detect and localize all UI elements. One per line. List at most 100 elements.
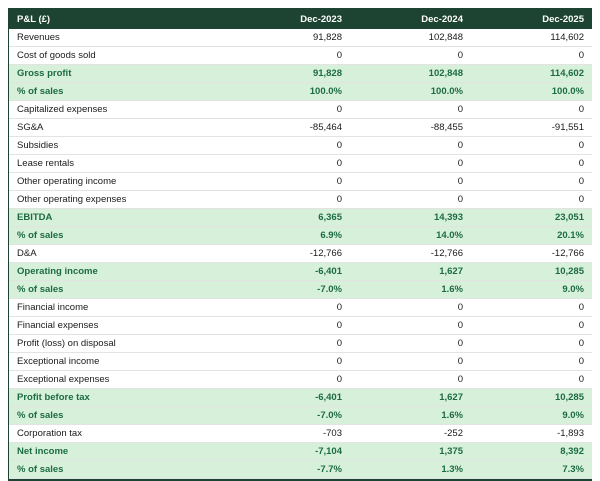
row-value: 9.0%: [471, 406, 592, 425]
profit-and-loss-table: P&L (£) Dec-2023 Dec-2024 Dec-2025 Reven…: [9, 9, 592, 479]
table-row: SG&A -85,464 -88,455 -91,551: [9, 118, 592, 137]
row-label: Capitalized expenses: [9, 100, 229, 119]
row-value: -12,766: [229, 244, 350, 263]
row-value: 102,848: [350, 29, 471, 47]
row-label: % of sales: [9, 460, 229, 479]
row-value: -7.0%: [229, 406, 350, 425]
row-value: -88,455: [350, 118, 471, 137]
table-header: P&L (£) Dec-2023 Dec-2024 Dec-2025: [9, 9, 592, 29]
row-value: 1.3%: [350, 460, 471, 479]
row-value: -7.0%: [229, 280, 350, 299]
row-value: 23,051: [471, 208, 592, 227]
row-label: SG&A: [9, 118, 229, 137]
column-header-dec-2024: Dec-2024: [350, 9, 471, 29]
row-value: 0: [229, 100, 350, 119]
row-value: 91,828: [229, 29, 350, 47]
row-label: Exceptional expenses: [9, 370, 229, 389]
row-value: 0: [229, 370, 350, 389]
row-label: % of sales: [9, 406, 229, 425]
row-value: 0: [350, 316, 471, 335]
row-value: 0: [350, 172, 471, 191]
row-value: -91,551: [471, 118, 592, 137]
row-value: 0: [350, 190, 471, 209]
row-value: 0: [471, 334, 592, 353]
row-label: Cost of goods sold: [9, 46, 229, 65]
row-value: 100.0%: [350, 82, 471, 101]
row-value: 1.6%: [350, 406, 471, 425]
row-value: -6,401: [229, 388, 350, 407]
table-row: D&A -12,766 -12,766 -12,766: [9, 244, 592, 263]
row-value: 0: [471, 352, 592, 371]
row-value: -703: [229, 424, 350, 443]
row-value: 0: [350, 352, 471, 371]
row-value: 114,602: [471, 29, 592, 47]
row-label: Subsidies: [9, 136, 229, 155]
row-value: 0: [350, 136, 471, 155]
table-row: Profit before tax -6,401 1,627 10,285: [9, 388, 592, 407]
table-row: % of sales -7.0% 1.6% 9.0%: [9, 406, 592, 425]
row-label: Financial expenses: [9, 316, 229, 335]
row-label: % of sales: [9, 82, 229, 101]
row-label: Corporation tax: [9, 424, 229, 443]
row-value: 14,393: [350, 208, 471, 227]
table-row: Corporation tax -703 -252 -1,893: [9, 424, 592, 443]
row-value: 1,627: [350, 388, 471, 407]
row-value: 0: [471, 316, 592, 335]
row-value: 6.9%: [229, 226, 350, 245]
table-row: Cost of goods sold 0 0 0: [9, 46, 592, 65]
row-label: Gross profit: [9, 64, 229, 83]
row-label: Operating income: [9, 262, 229, 281]
table-row: Gross profit 91,828 102,848 114,602: [9, 64, 592, 83]
column-header-dec-2025: Dec-2025: [471, 9, 592, 29]
row-label: Profit (loss) on disposal: [9, 334, 229, 353]
table-row: Financial income 0 0 0: [9, 298, 592, 317]
row-label: Profit before tax: [9, 388, 229, 407]
row-value: 0: [471, 298, 592, 317]
row-label: Other operating expenses: [9, 190, 229, 209]
row-value: 114,602: [471, 64, 592, 83]
table-row: Operating income -6,401 1,627 10,285: [9, 262, 592, 281]
row-value: -6,401: [229, 262, 350, 281]
row-value: 0: [229, 316, 350, 335]
row-value: 0: [471, 46, 592, 65]
row-label: % of sales: [9, 280, 229, 299]
table-row: Capitalized expenses 0 0 0: [9, 100, 592, 119]
table-row: % of sales -7.0% 1.6% 9.0%: [9, 280, 592, 299]
table-row: Exceptional expenses 0 0 0: [9, 370, 592, 389]
profit-and-loss-table-container: P&L (£) Dec-2023 Dec-2024 Dec-2025 Reven…: [8, 8, 592, 481]
row-value: 0: [471, 136, 592, 155]
row-value: -7.7%: [229, 460, 350, 479]
table-row: Financial expenses 0 0 0: [9, 316, 592, 335]
row-value: 9.0%: [471, 280, 592, 299]
table-row: Exceptional income 0 0 0: [9, 352, 592, 371]
column-header-label: P&L (£): [9, 9, 229, 29]
row-value: 0: [229, 190, 350, 209]
row-value: 1.6%: [350, 280, 471, 299]
row-value: -85,464: [229, 118, 350, 137]
row-value: 0: [229, 298, 350, 317]
row-label: Lease rentals: [9, 154, 229, 173]
row-value: 91,828: [229, 64, 350, 83]
row-label: % of sales: [9, 226, 229, 245]
row-value: 0: [229, 352, 350, 371]
row-value: 0: [350, 334, 471, 353]
row-value: 0: [471, 154, 592, 173]
row-label: D&A: [9, 244, 229, 263]
table-header-row: P&L (£) Dec-2023 Dec-2024 Dec-2025: [9, 9, 592, 29]
row-value: -1,893: [471, 424, 592, 443]
row-label: Revenues: [9, 29, 229, 47]
table-row: Other operating income 0 0 0: [9, 172, 592, 191]
table-row: Revenues 91,828 102,848 114,602: [9, 29, 592, 47]
table-row: Lease rentals 0 0 0: [9, 154, 592, 173]
row-value: 0: [350, 154, 471, 173]
row-value: 102,848: [350, 64, 471, 83]
row-label: Other operating income: [9, 172, 229, 191]
row-value: 7.3%: [471, 460, 592, 479]
table-row: EBITDA 6,365 14,393 23,051: [9, 208, 592, 227]
row-value: 10,285: [471, 388, 592, 407]
row-value: 6,365: [229, 208, 350, 227]
row-value: 0: [350, 370, 471, 389]
row-label: Financial income: [9, 298, 229, 317]
row-value: 0: [350, 298, 471, 317]
table-row: % of sales 6.9% 14.0% 20.1%: [9, 226, 592, 245]
